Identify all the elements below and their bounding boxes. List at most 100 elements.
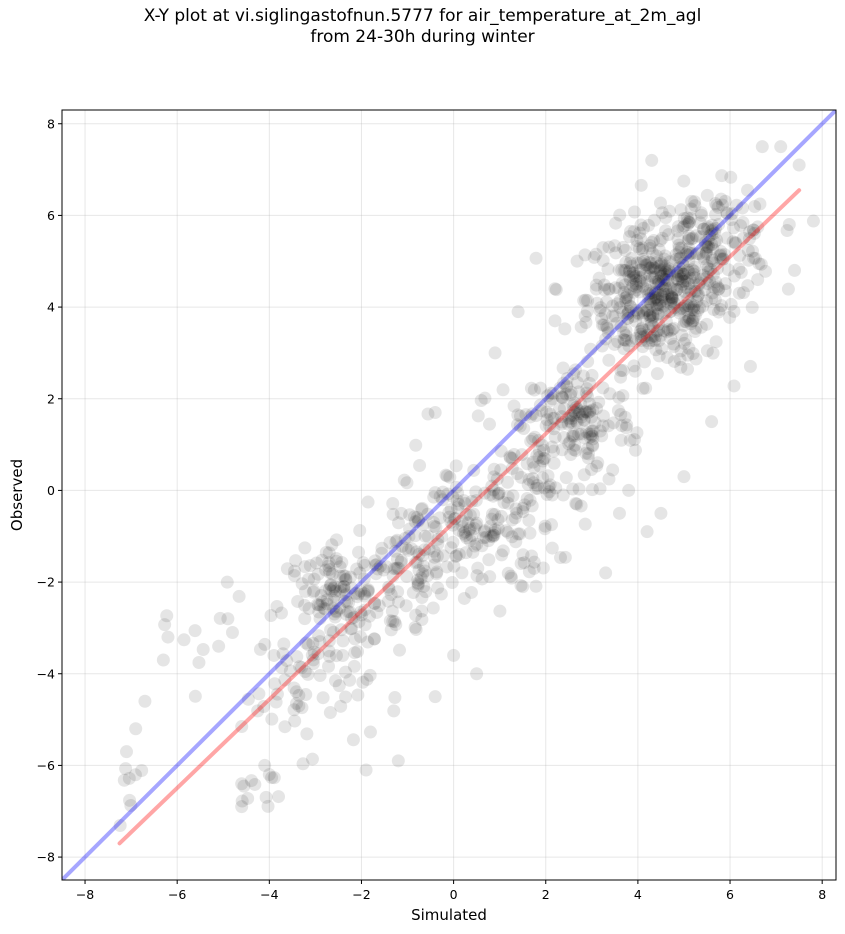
data-point: [278, 673, 292, 687]
data-point: [291, 594, 305, 608]
data-point: [628, 443, 642, 457]
data-point: [443, 470, 457, 484]
data-point: [681, 217, 695, 231]
data-point: [361, 495, 375, 509]
data-point: [780, 224, 794, 238]
data-point: [725, 207, 739, 221]
x-tick-label: −2: [352, 887, 370, 902]
data-point: [637, 330, 651, 344]
data-point: [577, 413, 591, 427]
data-point: [516, 505, 530, 519]
data-point: [492, 486, 506, 500]
data-point: [633, 324, 647, 338]
data-point: [639, 381, 653, 395]
data-point: [471, 561, 485, 575]
plot-frame: [61, 109, 837, 881]
data-point: [681, 215, 695, 229]
data-point: [456, 520, 470, 534]
data-point: [690, 284, 704, 298]
data-point: [621, 311, 635, 325]
data-point: [747, 251, 761, 265]
data-point: [584, 427, 598, 441]
data-point: [357, 587, 371, 601]
data-point: [590, 459, 604, 473]
data-point: [634, 263, 648, 277]
data-point: [701, 239, 715, 253]
data-point: [386, 507, 400, 521]
data-point: [700, 240, 714, 254]
data-point: [644, 313, 658, 327]
grid: [62, 110, 836, 880]
data-point: [612, 391, 626, 405]
data-point: [701, 265, 715, 279]
data-point: [687, 277, 701, 291]
data-point: [526, 455, 540, 469]
data-point: [720, 231, 734, 245]
data-point: [535, 404, 549, 418]
data-point: [128, 768, 142, 782]
data-point: [444, 502, 458, 516]
data-point: [298, 584, 312, 598]
data-point: [627, 433, 641, 447]
data-point: [556, 488, 570, 502]
data-point: [483, 570, 497, 584]
data-point: [554, 551, 568, 565]
data-point: [655, 231, 669, 245]
data-point: [648, 291, 662, 305]
data-point: [724, 213, 738, 227]
data-point: [343, 605, 357, 619]
data-point: [589, 278, 603, 292]
data-point: [567, 367, 581, 381]
data-point: [651, 307, 665, 321]
data-point: [665, 290, 679, 304]
data-point: [312, 629, 326, 643]
data-point: [360, 672, 374, 686]
data-point: [568, 405, 582, 419]
data-point: [514, 579, 528, 593]
data-point: [196, 642, 210, 656]
data-point: [341, 605, 355, 619]
data-point: [568, 363, 582, 377]
y-tick-label: −4: [37, 666, 55, 681]
data-point: [647, 233, 661, 247]
data-point: [449, 480, 463, 494]
data-point: [714, 252, 728, 266]
data-point: [479, 530, 493, 544]
data-point: [660, 267, 674, 281]
data-point: [619, 294, 633, 308]
data-point: [409, 608, 423, 622]
data-point: [525, 407, 539, 421]
data-point: [450, 494, 464, 508]
data-point: [529, 251, 543, 265]
data-point: [361, 583, 375, 597]
data-point: [606, 309, 620, 323]
data-point: [792, 158, 806, 172]
data-point: [404, 542, 418, 556]
data-point: [324, 623, 338, 637]
data-point: [458, 497, 472, 511]
data-point: [387, 562, 401, 576]
data-point: [693, 216, 707, 230]
data-point: [391, 516, 405, 530]
data-point: [317, 601, 331, 615]
data-point: [353, 566, 367, 580]
data-point: [736, 216, 750, 230]
data-point: [603, 387, 617, 401]
data-point: [401, 543, 415, 557]
data-point: [326, 625, 340, 639]
data-point: [469, 494, 483, 508]
data-point: [370, 605, 384, 619]
data-point: [664, 304, 678, 318]
data-point: [415, 501, 429, 515]
data-point: [614, 319, 628, 333]
data-point: [685, 303, 699, 317]
data-point: [418, 543, 432, 557]
data-point: [367, 632, 381, 646]
data-point: [651, 274, 665, 288]
data-point: [644, 297, 658, 311]
data-point: [661, 273, 675, 287]
data-point: [523, 410, 537, 424]
data-point: [677, 274, 691, 288]
data-point: [614, 364, 628, 378]
data-point: [712, 281, 726, 295]
